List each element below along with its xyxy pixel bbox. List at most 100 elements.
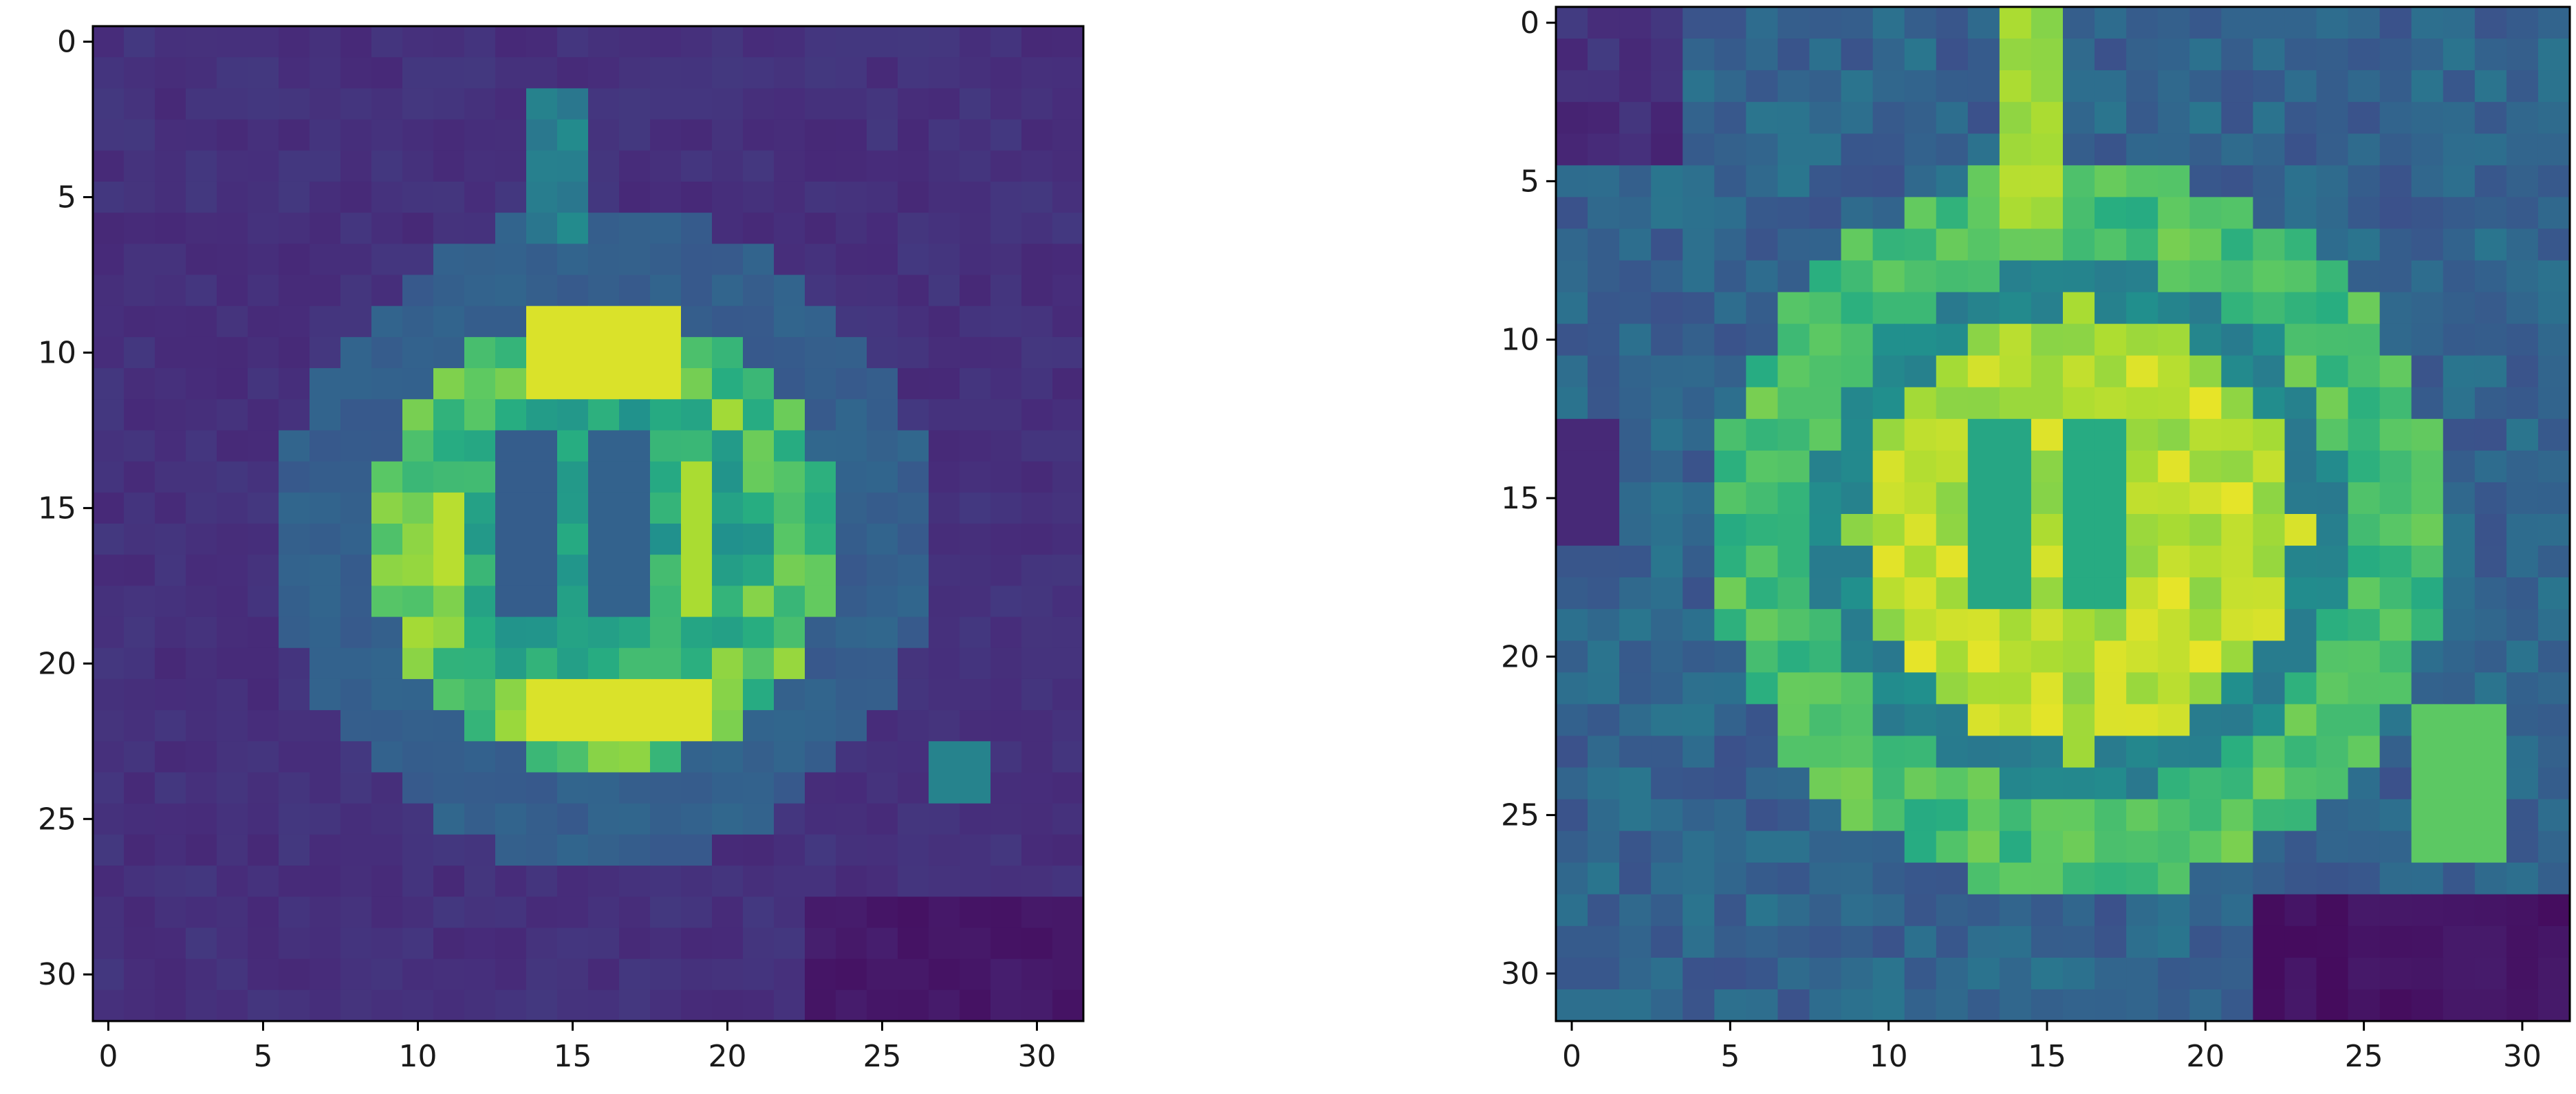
heatmap-cell: [1714, 450, 1746, 483]
axes-frame: [1555, 6, 2571, 1022]
heatmap-cell: [1841, 736, 1874, 769]
heatmap-cell: [2348, 292, 2381, 325]
heatmap-cell: [2348, 989, 2381, 1022]
heatmap-cell: [2063, 862, 2095, 895]
heatmap-cell: [2506, 260, 2539, 293]
heatmap-cell: [2411, 925, 2444, 958]
heatmap-cell: [248, 492, 279, 524]
heatmap-cell: [464, 244, 496, 276]
heatmap-cell: [526, 244, 558, 276]
heatmap-cell: [2031, 418, 2064, 451]
heatmap-cell: [124, 958, 155, 991]
heatmap-cell: [2031, 387, 2064, 420]
heatmap-cell: [2506, 894, 2539, 927]
heatmap-cell: [495, 399, 527, 431]
heatmap-cell: [279, 710, 310, 742]
heatmap-cell: [960, 213, 991, 244]
heatmap-cell: [681, 741, 713, 773]
heatmap-cell: [588, 524, 620, 555]
heatmap-cell: [1777, 957, 1810, 990]
heatmap-cell: [217, 834, 248, 866]
heatmap-cell: [124, 150, 155, 182]
heatmap-cell: [310, 275, 341, 307]
heatmap-cell: [557, 119, 589, 151]
heatmap-cell: [2411, 323, 2444, 356]
heatmap-cell: [2221, 925, 2253, 958]
heatmap-cell: [774, 772, 805, 804]
heatmap-cell: [2284, 736, 2317, 769]
heatmap-cell: [1746, 260, 1779, 293]
heatmap-cell: [248, 399, 279, 431]
heatmap-cell: [2537, 862, 2570, 895]
heatmap-cell: [774, 461, 805, 493]
heatmap-cell: [867, 647, 898, 680]
heatmap-cell: [619, 430, 651, 462]
heatmap-cell: [2443, 102, 2476, 134]
heatmap-cell: [1936, 546, 1969, 578]
heatmap-cell: [1936, 862, 1969, 895]
heatmap-cell: [2253, 450, 2286, 483]
heatmap-cell: [371, 927, 403, 960]
heatmap-cell: [2095, 70, 2127, 103]
heatmap-cell: [836, 213, 867, 244]
heatmap-cell: [836, 399, 867, 431]
heatmap-cell: [1841, 989, 1874, 1022]
heatmap-cell: [93, 586, 125, 618]
heatmap-cell: [526, 430, 558, 462]
heatmap-cell: [2348, 609, 2381, 641]
heatmap-cell: [2537, 577, 2570, 610]
heatmap-cell: [1556, 546, 1588, 578]
heatmap-cell: [1936, 767, 1969, 800]
heatmap-cell: [217, 213, 248, 244]
x-tick-label: 25: [2345, 1039, 2383, 1074]
heatmap-cell: [681, 181, 713, 213]
heatmap-cell: [124, 616, 155, 649]
heatmap-cell: [155, 275, 186, 307]
heatmap-cell: [650, 803, 682, 835]
heatmap-cell: [1052, 244, 1084, 276]
heatmap-cell: [1936, 197, 1969, 230]
heatmap-cell: [2411, 767, 2444, 800]
heatmap-cell: [2316, 862, 2349, 895]
heatmap-cell: [1872, 418, 1905, 451]
heatmap-cell: [495, 492, 527, 524]
heatmap-cell: [217, 181, 248, 213]
heatmap-cell: [774, 399, 805, 431]
heatmap-cell: [248, 119, 279, 151]
heatmap-cell: [186, 586, 217, 618]
heatmap-cell: [371, 555, 403, 586]
heatmap-cell: [1841, 862, 1874, 895]
heatmap-cell: [2537, 450, 2570, 483]
heatmap-cell: [464, 524, 496, 555]
heatmap-cell: [836, 336, 867, 369]
heatmap-cell: [1619, 767, 1652, 800]
heatmap-cell: [526, 275, 558, 307]
heatmap-cell: [1746, 546, 1779, 578]
heatmap-cell: [2474, 292, 2507, 325]
heatmap-cell: [774, 150, 805, 182]
heatmap-cell: [1872, 323, 1905, 356]
heatmap-cell: [2379, 323, 2412, 356]
heatmap-cell: [867, 368, 898, 400]
heatmap-cell: [433, 927, 465, 960]
heatmap-cell: [2221, 641, 2253, 673]
heatmap-cell: [526, 399, 558, 431]
heatmap-cell: [557, 57, 589, 89]
heatmap-cell: [2031, 862, 2064, 895]
heatmap-cell: [2253, 957, 2286, 990]
heatmap-cell: [1999, 133, 2032, 166]
heatmap-cell: [1588, 323, 1620, 356]
heatmap-cell: [310, 461, 341, 493]
heatmap-cell: [1588, 165, 1620, 197]
heatmap-cell: [1967, 70, 2000, 103]
heatmap-cell: [650, 305, 682, 338]
heatmap-cell: [929, 866, 960, 897]
heatmap-cell: [2095, 862, 2127, 895]
heatmap-cell: [2506, 228, 2539, 261]
heatmap-cell: [186, 710, 217, 742]
heatmap-cell: [495, 26, 527, 58]
heatmap-cell: [774, 616, 805, 649]
heatmap-cell: [2379, 197, 2412, 230]
heatmap-cell: [1588, 292, 1620, 325]
heatmap-cell: [1841, 450, 1874, 483]
